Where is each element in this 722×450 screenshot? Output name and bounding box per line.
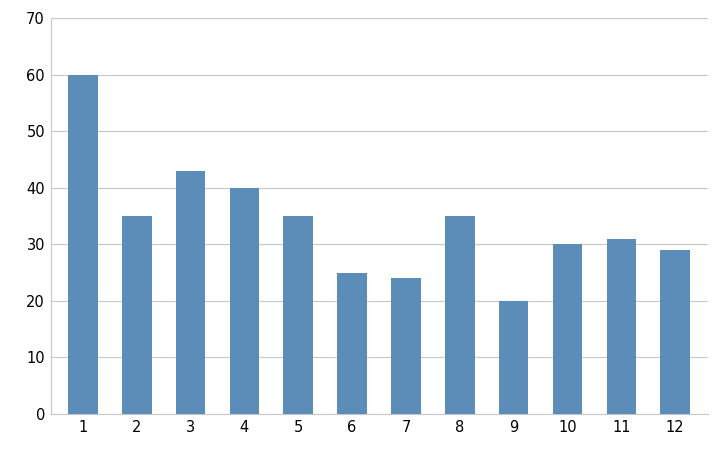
Bar [606,238,636,414]
Bar [445,216,474,414]
Bar [337,273,367,414]
Bar [553,244,583,414]
Bar [68,75,97,414]
Bar [284,216,313,414]
Bar [122,216,152,414]
Bar [175,171,205,414]
Bar [391,278,421,414]
Bar [230,188,259,414]
Bar [499,301,529,414]
Bar [661,250,690,414]
